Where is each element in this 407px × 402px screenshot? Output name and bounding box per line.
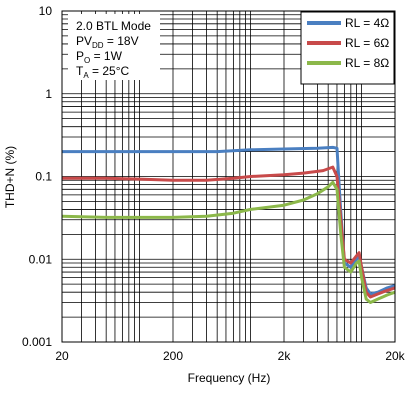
y-tick-label: 0.1 [35,170,52,184]
series-lines [61,145,396,304]
po-text: PO = 1W [76,49,123,65]
series-line-3 [61,180,396,304]
y-axis-label: THD+N (%) [3,146,17,208]
mode-text: 2.0 BTL Mode [76,19,151,33]
y-tick-label: 1 [45,87,52,101]
plot-frame [61,10,396,343]
legend-label: RL = 4Ω [345,16,389,30]
legend-label: RL = 8Ω [345,56,389,70]
conditions-box: 2.0 BTL Mode PVDD = 18V PO = 1W TA = 25°… [68,14,160,80]
x-tick-label: 200 [163,349,183,363]
legend-label: RL = 6Ω [345,36,389,50]
x-tick-label: 20k [385,349,405,363]
y-tick-label: 0.001 [22,335,52,349]
y-tick-label: 10 [39,4,53,18]
legend: RL = 4Ω RL = 6Ω RL = 8Ω [300,11,395,85]
pvdd-text: PVDD = 18V [76,34,139,50]
x-tick-label: 20 [55,349,69,363]
ta-text: TA = 25°C [76,64,130,80]
tick-labels: 20 200 2k 20k 10 1 0.1 0.01 0.001 [22,4,406,363]
y-tick-label: 0.01 [29,252,53,266]
series-line-2 [62,165,396,299]
x-tick-label: 2k [278,349,292,363]
x-axis-label: Frequency (Hz) [188,371,271,385]
